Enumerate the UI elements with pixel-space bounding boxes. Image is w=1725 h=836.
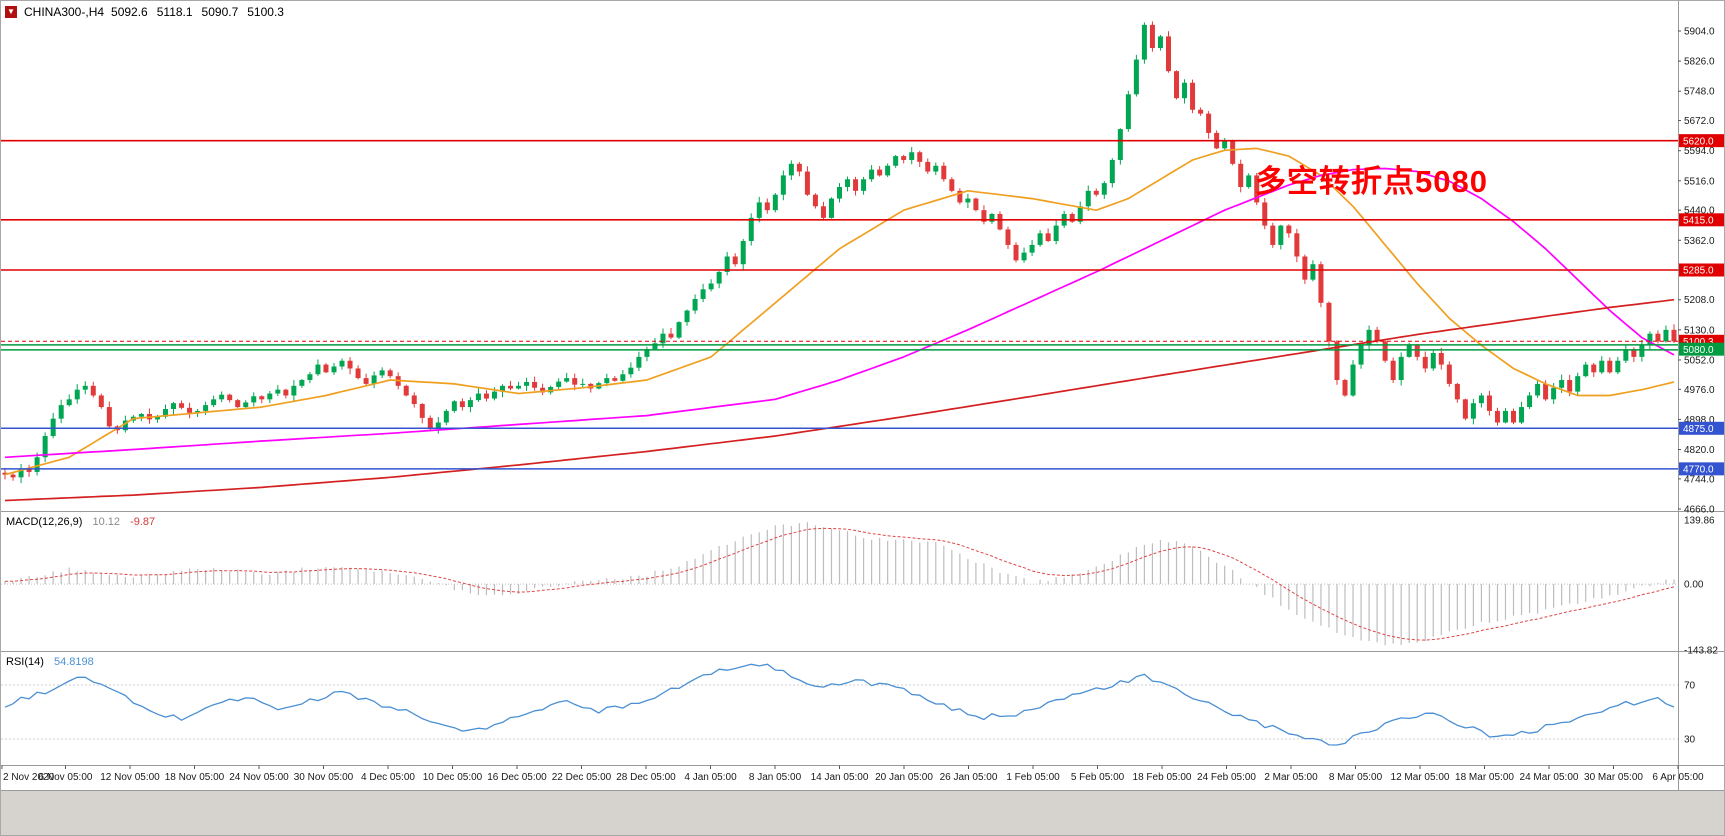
- svg-text:16 Dec 05:00: 16 Dec 05:00: [487, 772, 547, 783]
- svg-text:18 Feb 05:00: 18 Feb 05:00: [1133, 772, 1192, 783]
- svg-text:5516.0: 5516.0: [1684, 176, 1715, 187]
- svg-text:5080.0: 5080.0: [1683, 345, 1714, 356]
- svg-text:12 Nov 05:00: 12 Nov 05:00: [100, 772, 160, 783]
- rsi-line: [1, 663, 1678, 746]
- svg-text:-143.82: -143.82: [1684, 646, 1718, 657]
- svg-text:5100.3: 5100.3: [1683, 337, 1714, 348]
- svg-text:4666.0: 4666.0: [1684, 504, 1715, 515]
- svg-text:5748.0: 5748.0: [1684, 87, 1715, 98]
- svg-text:4 Dec 05:00: 4 Dec 05:00: [361, 772, 415, 783]
- price-axis-label-box: 5080.0: [1679, 342, 1724, 356]
- svg-text:5 Feb 05:00: 5 Feb 05:00: [1071, 772, 1125, 783]
- macd-name: MACD(12,26,9): [6, 516, 83, 528]
- chart-canvas[interactable]: 5904.0 5826.0 5748.0 5672.0 5594.0 5516.0 5440…: [1, 1, 1725, 790]
- price-axis-label-box: 4875.0: [1679, 421, 1724, 435]
- svg-text:5362.0: 5362.0: [1684, 236, 1715, 247]
- svg-text:4820.0: 4820.0: [1684, 445, 1715, 456]
- window-bottom-strip: [1, 790, 1724, 835]
- svg-text:5672.0: 5672.0: [1684, 116, 1715, 127]
- svg-text:6 Nov 05:00: 6 Nov 05:00: [39, 772, 93, 783]
- svg-text:5620.0: 5620.0: [1683, 136, 1714, 147]
- svg-text:5208.0: 5208.0: [1684, 295, 1715, 306]
- svg-text:18 Nov 05:00: 18 Nov 05:00: [165, 772, 225, 783]
- svg-text:24 Feb 05:00: 24 Feb 05:00: [1197, 772, 1256, 783]
- svg-text:5440.0: 5440.0: [1684, 206, 1715, 217]
- ma-fast-line: [4, 147, 1675, 476]
- svg-text:5130.0: 5130.0: [1684, 325, 1715, 336]
- price-level-lines: [1, 139, 1678, 470]
- svg-text:26 Jan 05:00: 26 Jan 05:00: [940, 772, 998, 783]
- macd-signal-value: -9.87: [130, 516, 156, 528]
- svg-text:4770.0: 4770.0: [1683, 465, 1714, 476]
- svg-text:139.86: 139.86: [1684, 515, 1715, 526]
- svg-text:5904.0: 5904.0: [1684, 27, 1715, 38]
- ma-slow-line: [4, 298, 1675, 502]
- macd-indicator-label: MACD(12,26,9) 10.12 -9.87: [6, 516, 155, 528]
- svg-text:5052.0: 5052.0: [1684, 355, 1715, 366]
- macd-signal-line: [4, 527, 1675, 641]
- svg-text:8 Mar 05:00: 8 Mar 05:00: [1329, 772, 1383, 783]
- close-value: 5100.3: [247, 5, 284, 19]
- price-axis-label-box: 5415.0: [1679, 213, 1724, 227]
- svg-text:4898.0: 4898.0: [1684, 415, 1715, 426]
- symbol-info-bar: ▼ CHINA300-,H4 5092.6 5118.1 5090.7 5100…: [5, 5, 284, 19]
- svg-text:4744.0: 4744.0: [1684, 474, 1715, 485]
- rsi-value: 54.8198: [53, 656, 94, 668]
- low-value: 5090.7: [201, 5, 239, 19]
- svg-text:24 Nov 05:00: 24 Nov 05:00: [229, 772, 289, 783]
- svg-text:14 Jan 05:00: 14 Jan 05:00: [811, 772, 869, 783]
- svg-text:8 Jan 05:00: 8 Jan 05:00: [749, 772, 802, 783]
- svg-text:6 Apr 05:00: 6 Apr 05:00: [1652, 772, 1704, 783]
- svg-text:4875.0: 4875.0: [1683, 424, 1714, 435]
- svg-text:5826.0: 5826.0: [1684, 57, 1715, 68]
- rsi-indicator-label: RSI(14) 54.8198: [6, 656, 94, 668]
- high-value: 5118.1: [156, 5, 193, 19]
- chart-text-annotation: 多空转折点5080: [1255, 164, 1488, 199]
- ohlc-readout: 5092.6 5118.1 5090.7 5100.3: [111, 5, 284, 19]
- svg-text:4976.0: 4976.0: [1684, 385, 1715, 396]
- svg-text:18 Mar 05:00: 18 Mar 05:00: [1455, 772, 1514, 783]
- panel-separators: [1, 1, 1724, 790]
- svg-text:2 Mar 05:00: 2 Mar 05:00: [1264, 772, 1318, 783]
- svg-text:5594.0: 5594.0: [1684, 146, 1715, 157]
- svg-text:22 Dec 05:00: 22 Dec 05:00: [552, 772, 612, 783]
- svg-text:30 Mar 05:00: 30 Mar 05:00: [1584, 772, 1643, 783]
- svg-text:5415.0: 5415.0: [1683, 216, 1714, 227]
- svg-text:28 Dec 05:00: 28 Dec 05:00: [616, 772, 676, 783]
- price-axis-label-box: 5285.0: [1679, 263, 1724, 277]
- svg-text:2 Nov 2020: 2 Nov 2020: [3, 772, 55, 783]
- svg-text:70: 70: [1684, 680, 1696, 691]
- price-axis-label-box: 4770.0: [1679, 462, 1724, 476]
- svg-text:20 Jan 05:00: 20 Jan 05:00: [875, 772, 933, 783]
- svg-text:30 Nov 05:00: 30 Nov 05:00: [294, 772, 354, 783]
- macd-histogram: [1, 522, 1678, 646]
- price-axis-label-box: 5620.0: [1679, 134, 1724, 147]
- svg-text:4 Jan 05:00: 4 Jan 05:00: [684, 772, 737, 783]
- svg-text:1 Feb 05:00: 1 Feb 05:00: [1006, 772, 1060, 783]
- candles-layer: [2, 21, 1677, 484]
- macd-main-value: 10.12: [92, 516, 121, 528]
- svg-text:12 Mar 05:00: 12 Mar 05:00: [1391, 772, 1450, 783]
- ma-mid-line: [4, 167, 1675, 459]
- svg-text:30: 30: [1684, 734, 1696, 745]
- svg-text:5285.0: 5285.0: [1683, 266, 1714, 277]
- symbol-dropdown-icon[interactable]: ▼: [5, 6, 17, 18]
- open-value: 5092.6: [111, 5, 148, 19]
- symbol-name: CHINA300-,H4: [24, 5, 105, 19]
- price-axis[interactable]: 5904.0 5826.0 5748.0 5672.0 5594.0 5516.0 5440…: [1678, 27, 1725, 746]
- svg-text:10 Dec 05:00: 10 Dec 05:00: [423, 772, 483, 783]
- rsi-name: RSI(14): [6, 656, 44, 668]
- svg-text:24 Mar 05:00: 24 Mar 05:00: [1520, 772, 1579, 783]
- svg-text:0.00: 0.00: [1684, 580, 1704, 591]
